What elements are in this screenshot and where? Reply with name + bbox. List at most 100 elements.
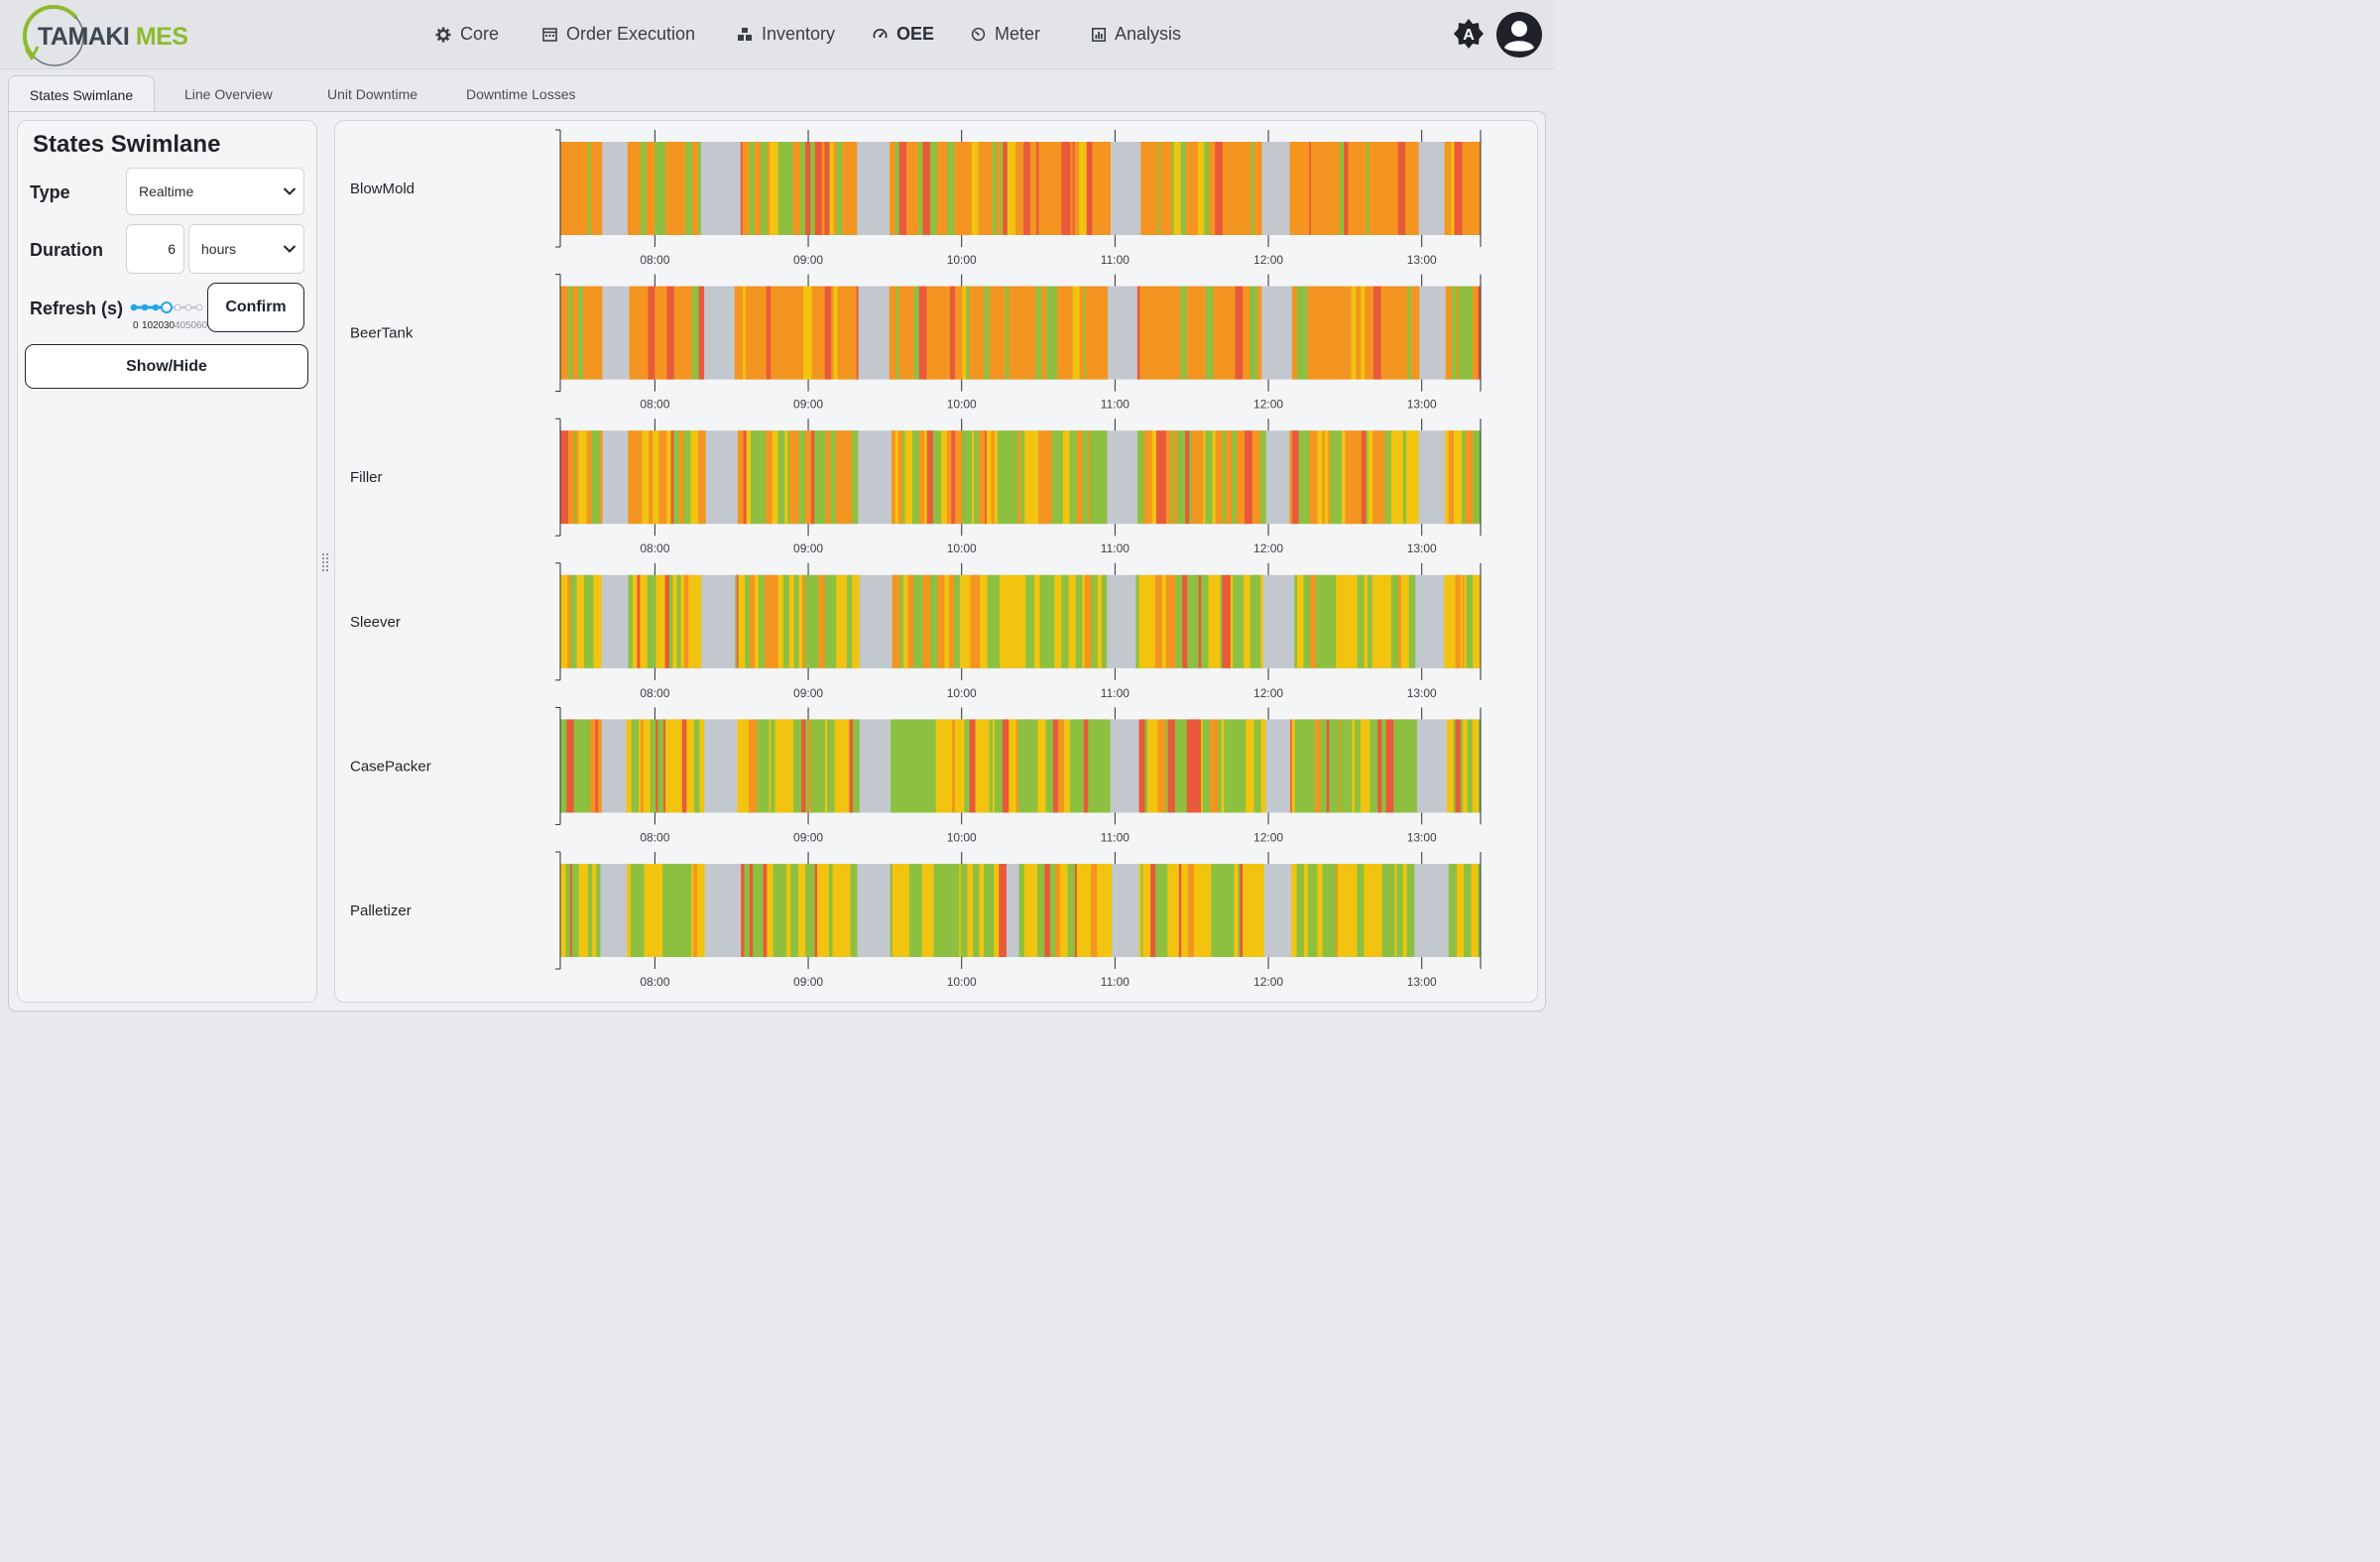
state-segment-starved[interactable] [955, 286, 963, 380]
state-segment-running[interactable] [1030, 719, 1034, 813]
state-segment-slow[interactable] [1375, 864, 1379, 957]
state-segment-starved[interactable] [669, 142, 674, 235]
state-segment-starved[interactable] [1322, 430, 1326, 525]
state-segment-slow[interactable] [1371, 864, 1377, 957]
state-segment-starved[interactable] [890, 142, 896, 235]
state-segment-starved[interactable] [1327, 286, 1335, 380]
state-segment-starved[interactable] [989, 286, 993, 380]
state-segment-slow[interactable] [695, 430, 699, 525]
state-segment-running[interactable] [1303, 286, 1308, 380]
state-segment-running[interactable] [911, 719, 917, 813]
state-segment-running[interactable] [1405, 719, 1410, 813]
tab-downtime-losses[interactable]: Downtime Losses [466, 86, 576, 102]
state-segment-slow[interactable] [1230, 574, 1234, 668]
state-segment-starved[interactable] [1057, 286, 1061, 380]
duration-unit-select[interactable]: hours [188, 224, 304, 274]
state-segment-starved[interactable] [808, 719, 812, 813]
state-segment-starved[interactable] [634, 430, 643, 525]
state-segment-running[interactable] [913, 286, 920, 380]
state-segment-slow[interactable] [774, 719, 782, 813]
state-segment-starved[interactable] [1145, 286, 1153, 380]
state-segment-running[interactable] [782, 574, 789, 668]
state-segment-running[interactable] [657, 719, 664, 813]
state-segment-starved[interactable] [978, 142, 983, 235]
state-segment-starved[interactable] [683, 574, 689, 668]
state-segment-starved[interactable] [748, 719, 754, 813]
state-segment-running[interactable] [643, 142, 648, 235]
state-segment-starved[interactable] [1171, 574, 1176, 668]
state-segment-running[interactable] [907, 719, 912, 813]
state-segment-starved[interactable] [793, 430, 799, 525]
state-segment-running[interactable] [1354, 719, 1362, 813]
state-segment-starved[interactable] [1462, 574, 1465, 668]
state-segment-starved[interactable] [944, 286, 948, 380]
state-segment-running[interactable] [1049, 864, 1056, 957]
state-segment-running[interactable] [751, 430, 760, 525]
state-segment-running[interactable] [1357, 574, 1365, 668]
state-segment-slow[interactable] [1365, 719, 1370, 813]
state-segment-slow[interactable] [1450, 574, 1454, 668]
state-segment-slow[interactable] [737, 719, 744, 813]
state-segment-running[interactable] [929, 142, 934, 235]
state-segment-starved[interactable] [1195, 142, 1199, 235]
state-segment-starved[interactable] [892, 574, 900, 668]
state-segment-slow[interactable] [937, 719, 946, 813]
state-segment-starved[interactable] [914, 142, 919, 235]
state-segment-running[interactable] [650, 719, 656, 813]
state-segment-running[interactable] [1184, 719, 1188, 813]
state-segment-running[interactable] [1451, 286, 1457, 380]
state-segment-slow[interactable] [1076, 864, 1086, 957]
state-segment-running[interactable] [749, 142, 756, 235]
state-segment-starved[interactable] [1346, 286, 1350, 380]
state-segment-running[interactable] [899, 574, 904, 668]
state-segment-running[interactable] [771, 719, 775, 813]
state-segment-slow[interactable] [1138, 574, 1142, 668]
state-segment-starved[interactable] [1348, 142, 1354, 235]
state-segment-starved[interactable] [1060, 286, 1066, 380]
state-segment-running[interactable] [1224, 864, 1232, 957]
state-segment-running[interactable] [984, 286, 988, 380]
state-segment-running[interactable] [1075, 574, 1079, 668]
state-segment-running[interactable] [1015, 430, 1018, 525]
state-segment-starved[interactable] [1357, 286, 1362, 380]
state-segment-starved[interactable] [1225, 286, 1232, 380]
state-segment-slow[interactable] [578, 864, 585, 957]
state-segment-slow[interactable] [772, 430, 778, 525]
state-segment-starved[interactable] [587, 286, 597, 380]
state-segment-running[interactable] [1093, 719, 1100, 813]
state-segment-starved[interactable] [1320, 142, 1327, 235]
state-segment-starved[interactable] [1368, 142, 1377, 235]
state-segment-starved[interactable] [1088, 430, 1091, 525]
state-segment-fault[interactable] [1397, 142, 1406, 235]
state-segment-running[interactable] [942, 864, 945, 957]
state-segment-starved[interactable] [1053, 142, 1062, 235]
state-segment-slow[interactable] [786, 864, 791, 957]
state-segment-fault[interactable] [560, 430, 569, 525]
state-segment-starved[interactable] [1232, 142, 1239, 235]
state-segment-fault[interactable] [1138, 719, 1145, 813]
state-segment-starved[interactable] [804, 430, 812, 525]
state-segment-running[interactable] [810, 719, 819, 813]
state-segment-slow[interactable] [1162, 574, 1167, 668]
state-segment-starved[interactable] [680, 142, 686, 235]
state-segment-fault[interactable] [1052, 719, 1059, 813]
state-segment-running[interactable] [1330, 430, 1338, 525]
state-segment-starved[interactable] [660, 430, 667, 525]
state-segment-running[interactable] [763, 142, 769, 235]
state-segment-running[interactable] [753, 864, 756, 957]
state-segment-slow[interactable] [1400, 574, 1410, 668]
state-segment-starved[interactable] [1246, 142, 1251, 235]
state-segment-running[interactable] [987, 574, 994, 668]
state-segment-running[interactable] [1069, 864, 1076, 957]
state-segment-slow[interactable] [1059, 864, 1068, 957]
state-segment-starved[interactable] [1014, 142, 1024, 235]
state-segment-starved[interactable] [590, 142, 599, 235]
state-segment-running[interactable] [1411, 574, 1416, 668]
state-segment-slow[interactable] [968, 574, 971, 668]
state-segment-fault[interactable] [951, 430, 956, 525]
state-segment-starved[interactable] [771, 286, 774, 380]
state-segment-running[interactable] [1253, 719, 1261, 813]
state-segment-slow[interactable] [1260, 574, 1263, 668]
state-segment-starved[interactable] [1289, 430, 1293, 525]
state-segment-running[interactable] [1320, 719, 1324, 813]
